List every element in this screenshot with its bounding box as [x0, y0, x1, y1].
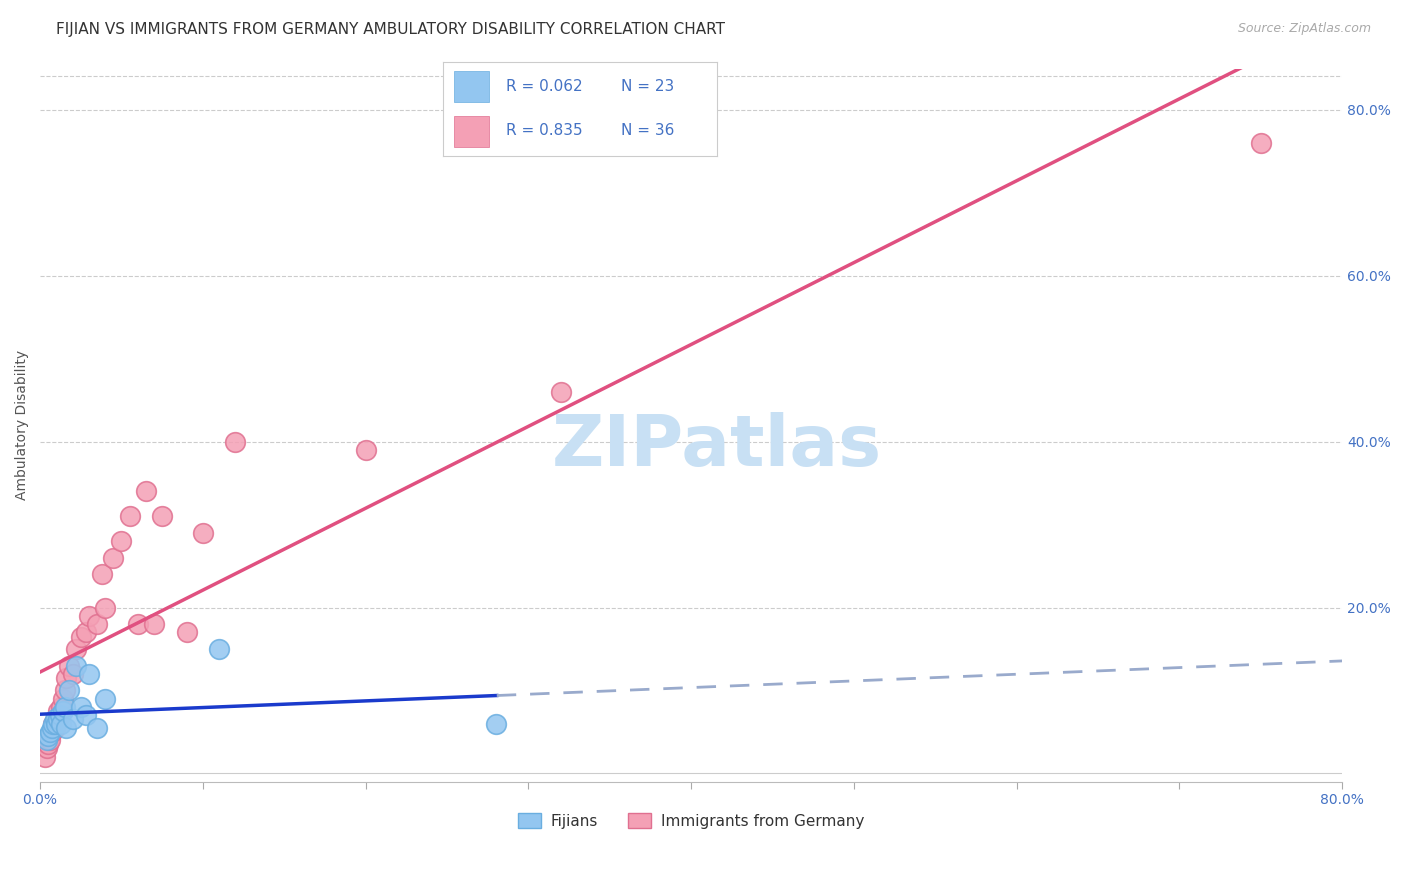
Point	[58, 658, 80, 673]
Point	[224, 434, 246, 449]
Point	[94, 600, 117, 615]
Point	[55, 721, 77, 735]
Point	[46, 713, 69, 727]
Point	[208, 642, 231, 657]
Point	[48, 708, 70, 723]
Point	[44, 713, 66, 727]
Point	[1250, 136, 1272, 150]
Point	[127, 617, 149, 632]
Point	[485, 716, 508, 731]
Point	[77, 608, 100, 623]
Point	[45, 713, 67, 727]
Point	[62, 713, 84, 727]
Point	[46, 704, 69, 718]
Point	[65, 658, 87, 673]
Text: R = 0.062: R = 0.062	[506, 78, 582, 94]
Text: N = 23: N = 23	[621, 78, 675, 94]
Point	[135, 484, 157, 499]
Y-axis label: Ambulatory Disability: Ambulatory Disability	[15, 350, 30, 500]
Point	[42, 716, 65, 731]
Point	[75, 625, 97, 640]
Point	[86, 721, 108, 735]
Point	[35, 741, 58, 756]
Point	[35, 733, 58, 747]
Point	[69, 700, 91, 714]
Legend: Fijians, Immigrants from Germany: Fijians, Immigrants from Germany	[512, 806, 870, 835]
Point	[550, 384, 572, 399]
Point	[53, 683, 76, 698]
Point	[41, 721, 63, 735]
Text: R = 0.835: R = 0.835	[506, 123, 582, 138]
Point	[110, 534, 132, 549]
Point	[69, 630, 91, 644]
Bar	[454, 70, 489, 102]
Point	[94, 691, 117, 706]
Text: ZIPatlas: ZIPatlas	[553, 412, 883, 481]
Text: N = 36: N = 36	[621, 123, 675, 138]
Point	[176, 625, 198, 640]
Point	[48, 708, 70, 723]
Point	[86, 617, 108, 632]
Point	[52, 691, 75, 706]
Point	[42, 716, 65, 731]
Point	[38, 733, 60, 747]
Point	[51, 716, 73, 731]
Point	[75, 708, 97, 723]
Point	[191, 525, 214, 540]
Point	[37, 737, 59, 751]
Point	[77, 666, 100, 681]
Point	[41, 725, 63, 739]
Point	[58, 683, 80, 698]
Point	[91, 567, 114, 582]
Point	[354, 442, 377, 457]
Text: FIJIAN VS IMMIGRANTS FROM GERMANY AMBULATORY DISABILITY CORRELATION CHART: FIJIAN VS IMMIGRANTS FROM GERMANY AMBULA…	[56, 22, 725, 37]
Point	[51, 700, 73, 714]
Point	[118, 509, 141, 524]
Point	[53, 700, 76, 714]
Point	[34, 749, 56, 764]
Point	[143, 617, 166, 632]
Bar	[454, 116, 489, 147]
Point	[45, 716, 67, 731]
Point	[65, 642, 87, 657]
Point	[52, 704, 75, 718]
Point	[37, 729, 59, 743]
Point	[62, 666, 84, 681]
Text: Source: ZipAtlas.com: Source: ZipAtlas.com	[1237, 22, 1371, 36]
Point	[103, 550, 125, 565]
Point	[44, 721, 66, 735]
Point	[150, 509, 173, 524]
Point	[38, 725, 60, 739]
Point	[55, 671, 77, 685]
